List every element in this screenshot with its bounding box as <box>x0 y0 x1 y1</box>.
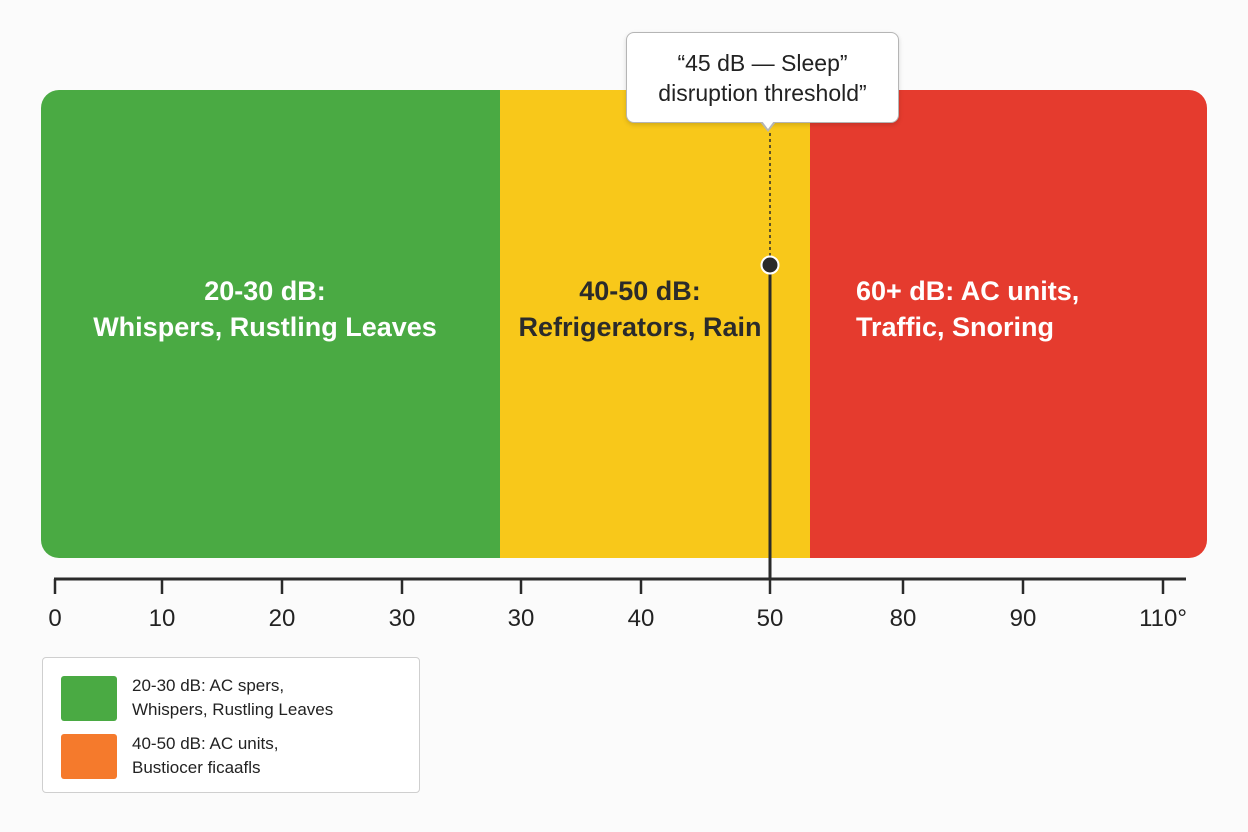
marker-dot <box>760 255 780 275</box>
legend-item: 20-30 dB: AC spers, Whispers, Rustling L… <box>61 674 333 722</box>
legend-text: 20-30 dB: AC spers, Whispers, Rustling L… <box>132 674 333 722</box>
tick-label: 40 <box>628 605 655 632</box>
zone-label-yellow: Refrigerators, Rain <box>518 312 761 342</box>
callout-line-2: disruption threshold” <box>658 79 867 106</box>
tick-label: 50 <box>757 605 784 632</box>
threshold-callout: “45 dB — Sleep” disruption threshold” <box>626 32 899 123</box>
tick-label: 90 <box>1010 605 1037 632</box>
zone-labels: 20-30 dB: Whispers, Rustling Leaves 40-50 … <box>93 276 1079 342</box>
legend-line: Whispers, Rustling Leaves <box>132 700 334 719</box>
callout-line-1: “45 dB — Sleep” <box>677 49 848 76</box>
legend: 20-30 dB: AC spers, Whispers, Rustling L… <box>42 657 420 793</box>
callout-pointer <box>760 121 776 132</box>
legend-line: 20-30 dB: AC spers, <box>132 676 285 695</box>
legend-item: 40-50 dB: AC units, Bustiocer ficaafls <box>61 732 278 780</box>
zone-label-green: 20-30 dB: <box>204 276 326 306</box>
zone-label-yellow: 40-50 dB: <box>579 276 701 306</box>
tick-label: 80 <box>890 605 917 632</box>
tick-label: 30 <box>389 605 416 632</box>
tick-label: 10 <box>149 605 176 632</box>
tick-label: 30 <box>508 605 535 632</box>
legend-swatch-green <box>61 675 117 721</box>
legend-line: Bustiocer ficaafls <box>132 758 261 777</box>
zone-band-green <box>41 90 500 558</box>
zone-band-yellow <box>500 90 810 558</box>
legend-text: 40-50 dB: AC units, Bustiocer ficaafls <box>132 732 278 780</box>
zone-bands <box>41 90 1207 558</box>
tick-label: 110° <box>1139 605 1187 632</box>
tick-label: 20 <box>269 605 296 632</box>
zone-label-red: 60+ dB: AC units, <box>856 276 1079 306</box>
x-axis: 0 10 20 30 30 40 50 80 90 110° <box>48 577 1187 632</box>
zone-label-green: Whispers, Rustling Leaves <box>93 312 437 342</box>
zone-label-red: Traffic, Snoring <box>856 312 1054 342</box>
legend-swatch-orange <box>61 733 117 779</box>
zone-band-red <box>810 90 1207 558</box>
threshold-marker <box>760 133 780 579</box>
tick-label: 0 <box>48 605 61 632</box>
legend-line: 40-50 dB: AC units, <box>132 734 279 753</box>
